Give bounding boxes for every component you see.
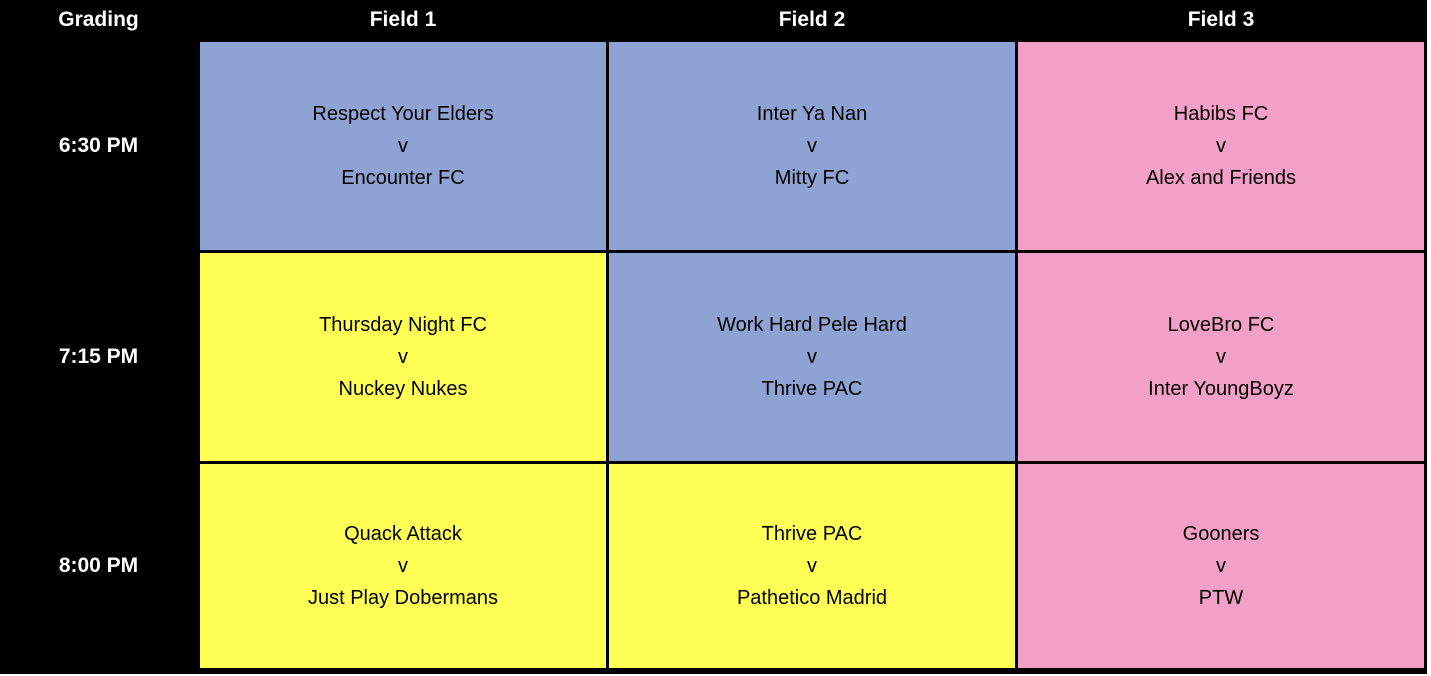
- home-team: LoveBro FC: [1167, 314, 1275, 336]
- match-cell-630pm-field1: Respect Your Elders v Encounter FC: [200, 42, 606, 250]
- versus-separator: v: [398, 135, 408, 157]
- header-field-1: Field 1: [200, 0, 606, 39]
- match-cell-630pm-field2: Inter Ya Nan v Mitty FC: [609, 42, 1015, 250]
- away-team: Just Play Dobermans: [307, 587, 499, 609]
- match-cell-715pm-field2: Work Hard Pele Hard v Thrive PAC: [609, 253, 1015, 461]
- away-team: Encounter FC: [341, 167, 465, 189]
- home-team: Quack Attack: [344, 523, 462, 545]
- versus-separator: v: [1216, 346, 1226, 368]
- header-field-2: Field 2: [609, 0, 1015, 39]
- versus-separator: v: [807, 346, 817, 368]
- versus-separator: v: [1216, 135, 1226, 157]
- away-team: Thrive PAC: [761, 378, 863, 400]
- match-cell-715pm-field3: LoveBro FC v Inter YoungBoyz: [1018, 253, 1424, 461]
- home-team: Inter Ya Nan: [756, 103, 868, 125]
- versus-separator: v: [807, 555, 817, 577]
- versus-separator: v: [398, 555, 408, 577]
- away-team: Inter YoungBoyz: [1148, 378, 1294, 400]
- away-team: Pathetico Madrid: [736, 587, 888, 609]
- time-label-630pm: 6:30 PM: [0, 42, 197, 250]
- time-label-800pm: 8:00 PM: [0, 464, 197, 668]
- versus-separator: v: [398, 346, 408, 368]
- home-team: Respect Your Elders: [312, 103, 494, 125]
- match-cell-800pm-field1: Quack Attack v Just Play Dobermans: [200, 464, 606, 668]
- time-label-715pm: 7:15 PM: [0, 253, 197, 461]
- home-team: Gooners: [1182, 523, 1260, 545]
- away-team: Mitty FC: [774, 167, 850, 189]
- home-team: Thrive PAC: [761, 523, 863, 545]
- home-team: Thursday Night FC: [319, 314, 487, 336]
- away-team: Nuckey Nukes: [338, 378, 468, 400]
- match-cell-715pm-field1: Thursday Night FC v Nuckey Nukes: [200, 253, 606, 461]
- home-team: Habibs FC: [1173, 103, 1269, 125]
- away-team: PTW: [1198, 587, 1244, 609]
- header-grading: Grading: [0, 0, 197, 39]
- away-team: Alex and Friends: [1145, 167, 1297, 189]
- versus-separator: v: [807, 135, 817, 157]
- header-field-3: Field 3: [1018, 0, 1424, 39]
- match-cell-630pm-field3: Habibs FC v Alex and Friends: [1018, 42, 1424, 250]
- versus-separator: v: [1216, 555, 1226, 577]
- match-cell-800pm-field2: Thrive PAC v Pathetico Madrid: [609, 464, 1015, 668]
- match-cell-800pm-field3: Gooners v PTW: [1018, 464, 1424, 668]
- home-team: Work Hard Pele Hard: [717, 314, 907, 336]
